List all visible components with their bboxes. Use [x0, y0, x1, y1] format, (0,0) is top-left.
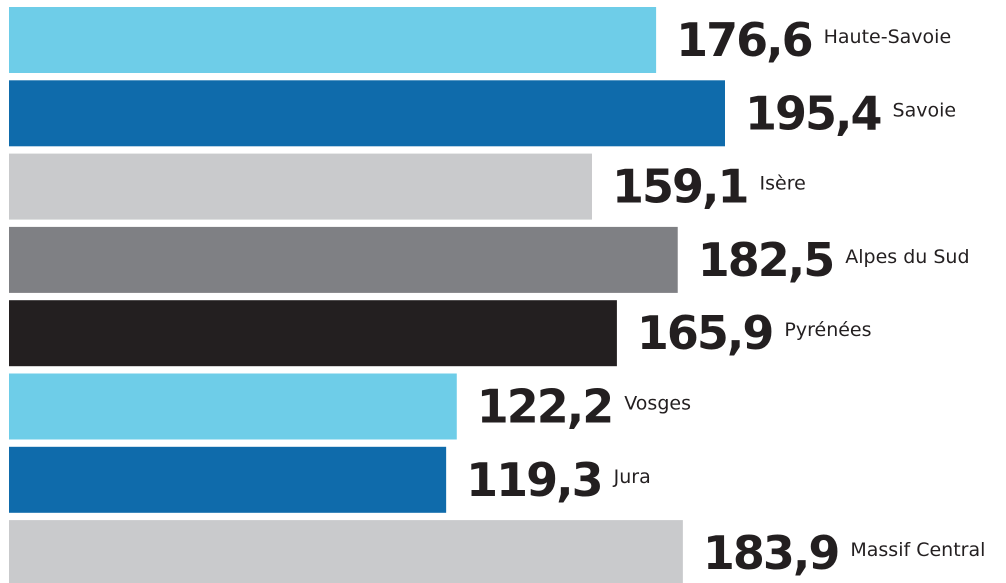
- bar: [9, 446, 447, 513]
- bar-value-label: 159,1: [612, 160, 748, 214]
- bar-category-label: Savoie: [893, 99, 957, 121]
- bar-category-label: Vosges: [624, 393, 691, 415]
- bar-category-label: Massif Central: [850, 539, 985, 561]
- bar-value-label: 195,4: [745, 86, 881, 140]
- bar: [9, 520, 683, 583]
- bar: [9, 7, 657, 73]
- bar: [9, 226, 678, 293]
- bar: [9, 300, 617, 367]
- bar-category-label: Alpes du Sud: [845, 246, 969, 268]
- bar-category-label: Haute-Savoie: [824, 26, 952, 48]
- bar-value-label: 183,9: [703, 526, 839, 580]
- bar-category-label: Pyrénées: [784, 319, 871, 341]
- bar: [9, 373, 457, 440]
- bar: [9, 153, 592, 220]
- bar-value-label: 122,2: [477, 380, 613, 434]
- bar-value-label: 176,6: [676, 13, 812, 67]
- bar-value-label: 182,5: [698, 233, 834, 287]
- bar-category-label: Jura: [613, 466, 651, 488]
- bar-value-label: 165,9: [637, 306, 773, 360]
- bar-value-label: 119,3: [466, 453, 602, 507]
- bar-category-label: Isère: [760, 173, 806, 195]
- bar: [9, 80, 725, 147]
